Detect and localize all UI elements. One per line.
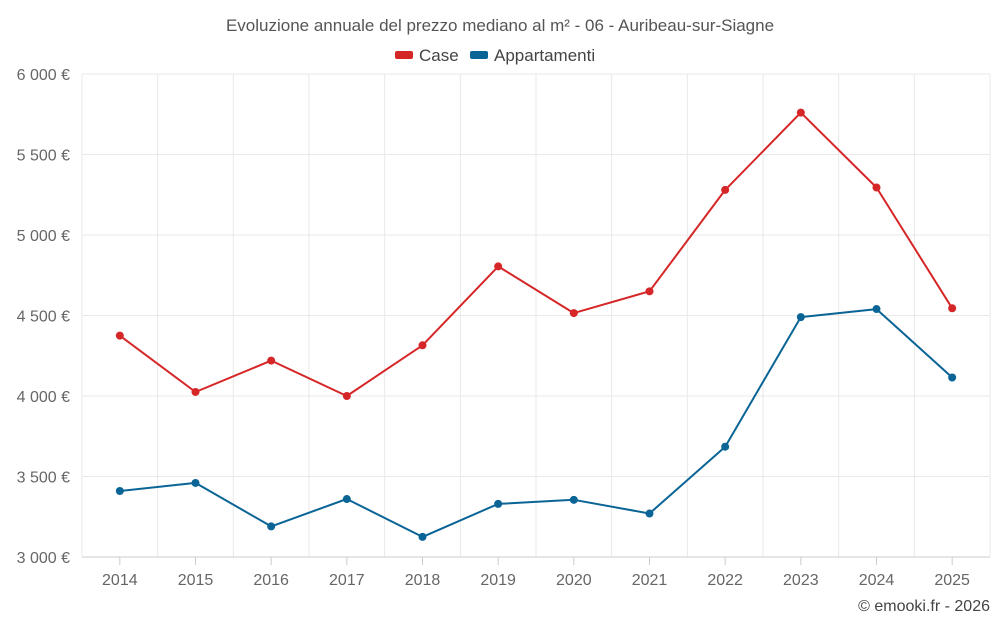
legend-swatch — [395, 51, 413, 59]
x-tick-label: 2015 — [178, 572, 214, 589]
x-tick-label: 2022 — [707, 572, 743, 589]
credit-text: © emooki.fr - 2026 — [858, 598, 990, 615]
legend-label: Appartamenti — [494, 46, 595, 65]
x-tick-label: 2017 — [329, 572, 365, 589]
data-point — [948, 373, 957, 382]
legend-swatch — [470, 51, 488, 59]
data-point — [191, 478, 200, 487]
data-point — [494, 499, 503, 508]
data-point — [721, 442, 730, 451]
chart-title: Evoluzione annuale del prezzo mediano al… — [226, 16, 774, 35]
x-axis: 2014 2015 2016 2017 2018 2019 2020 2021 2022 2023… — [102, 557, 970, 589]
x-tick-label: 2021 — [632, 572, 668, 589]
data-point — [267, 356, 276, 365]
x-tick-label: 2014 — [102, 572, 138, 589]
x-tick-label: 2019 — [480, 572, 516, 589]
data-point — [645, 509, 654, 518]
data-point — [342, 392, 351, 400]
x-tick-label: 2016 — [253, 572, 289, 589]
data-point — [948, 304, 957, 313]
y-tick-label: 6 000 € — [17, 67, 70, 84]
data-point — [721, 185, 730, 194]
legend-label: Case — [419, 46, 459, 65]
data-point — [569, 495, 578, 504]
data-point — [115, 486, 124, 495]
data-point — [267, 522, 276, 531]
x-tick-label: 2018 — [405, 572, 441, 589]
data-point — [342, 495, 351, 504]
data-point — [418, 532, 427, 541]
grid — [81, 73, 991, 558]
x-tick-label: 2020 — [556, 572, 592, 589]
y-tick-label: 3 000 € — [17, 550, 70, 567]
series-line — [119, 111, 954, 397]
data-point — [115, 331, 124, 340]
legend: Case Appartamenti — [395, 46, 595, 65]
data-point — [418, 341, 427, 350]
series-case — [115, 108, 957, 400]
x-tick-label: 2024 — [859, 572, 895, 589]
y-tick-label: 5 500 € — [17, 148, 70, 165]
data-point — [494, 262, 503, 271]
series-group — [115, 108, 957, 541]
data-point — [645, 287, 654, 296]
data-point — [872, 305, 881, 314]
data-point — [191, 387, 200, 396]
y-tick-label: 3 500 € — [17, 470, 70, 487]
x-tick-label: 2023 — [783, 572, 819, 589]
series-line — [119, 308, 953, 538]
y-tick-label: 4 000 € — [17, 389, 70, 406]
y-tick-label: 4 500 € — [17, 309, 70, 326]
y-axis: 3 000 € 3 500 € 4 000 € 4 500 € 5 000 € 5 500… — [17, 67, 70, 567]
data-point — [569, 309, 578, 318]
data-point — [872, 183, 881, 192]
series-appartamenti — [115, 305, 957, 541]
data-point — [796, 313, 805, 322]
y-tick-label: 5 000 € — [17, 228, 70, 245]
data-point — [796, 108, 805, 117]
x-tick-label: 2025 — [934, 572, 970, 589]
